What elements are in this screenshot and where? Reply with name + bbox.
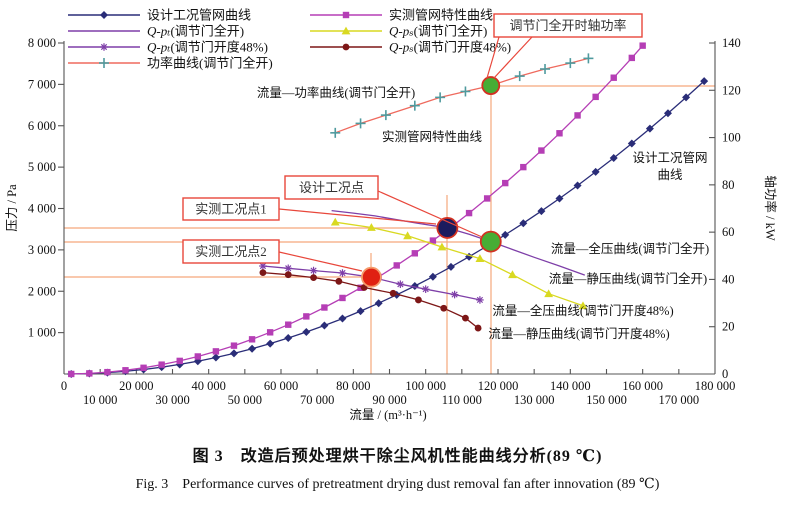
legend-item: 功率曲线(调节门全开) <box>68 56 273 71</box>
legend-item: Q-pₜ(调节门全开) <box>68 24 244 39</box>
y-right-tick-label: 140 <box>722 36 741 50</box>
x-tick-label: 90 000 <box>372 393 406 407</box>
y-left-tick-label: 7 000 <box>28 77 56 91</box>
curve-label: 流量—全压曲线(调节门全开) <box>551 241 709 256</box>
x-tick-label: 10 000 <box>83 393 117 407</box>
y-left-tick-label: 8 000 <box>28 36 56 50</box>
curve-label: 流量—静压曲线(调节门全开) <box>549 271 707 286</box>
x-tick-label: 40 000 <box>191 379 225 393</box>
curve-label: 流量—全压曲线(调节门开度48%) <box>492 303 673 318</box>
x-tick-label: 120 000 <box>478 379 519 393</box>
legend-label: 实测管网特性曲线 <box>389 8 493 23</box>
legend-item: Q-pₜ(调节门开度48%) <box>68 40 268 55</box>
y-right-tick-label: 40 <box>722 272 735 286</box>
legend-item: Q-pₛ(调节门开度48%) <box>310 40 511 55</box>
x-axis-title: 流量 / (m³·h⁻¹) <box>349 408 426 422</box>
performance-chart: 0 20 000 40 000 60 000 80 000 100 000 120 000 1… <box>5 8 778 423</box>
y-right-tick-label: 0 <box>722 367 728 381</box>
legend-label: Q-pₛ(调节门全开) <box>389 24 487 39</box>
operating-point <box>436 217 459 239</box>
x-tick-label: 20 000 <box>119 379 153 393</box>
y-right-tick-label: 100 <box>722 131 741 145</box>
x-tick-label: 80 000 <box>336 379 370 393</box>
legend-item: Q-pₛ(调节门全开) <box>310 24 487 39</box>
curve-label: 曲线 <box>657 168 683 182</box>
callout-label: 实测工况点2 <box>195 244 267 259</box>
callout-box <box>182 239 280 264</box>
y-right-axis-title: 轴功率 / kW <box>763 175 778 240</box>
x-tick-label: 160 000 <box>622 379 663 393</box>
callout-label: 设计工况点 <box>299 180 364 195</box>
y-right-tick-label: 60 <box>722 225 735 239</box>
y-left-tick-label: 1 000 <box>28 326 56 340</box>
callout-box <box>493 13 643 38</box>
y-left-tick-label: 3 000 <box>28 243 56 257</box>
x-tick-label: 0 <box>61 379 67 393</box>
x-tick-label: 30 000 <box>155 393 189 407</box>
series-2 <box>331 209 586 276</box>
operating-point <box>479 230 502 253</box>
callout-label: 实测工况点1 <box>195 202 267 217</box>
curve-label: 实测管网特性曲线 <box>382 129 483 144</box>
y-left-tick-label: 4 000 <box>28 202 56 216</box>
curve-labels: 流量—功率曲线(调节门全开) 实测管网特性曲线设计工况管网曲线流量—全压曲线(调节… <box>257 85 709 341</box>
x-tick-label: 180 000 <box>695 379 736 393</box>
operating-points <box>361 76 502 288</box>
x-tick-label: 100 000 <box>405 379 446 393</box>
legend-item: 设计工况管网曲线 <box>68 8 251 23</box>
legend-label: Q-pₛ(调节门开度48%) <box>389 40 511 55</box>
caption-chinese: 图 3 改造后预处理烘干除尘风机性能曲线分析(89 ℃) <box>192 448 603 465</box>
callout-box <box>182 197 280 221</box>
operating-point <box>361 266 382 288</box>
x-tick-label: 110 000 <box>442 393 482 407</box>
x-tick-label: 70 000 <box>300 393 334 407</box>
curve-label: 流量—静压曲线(调节门开度48%) <box>488 326 669 341</box>
legend-item: 实测管网特性曲线 <box>310 8 493 23</box>
callout-box <box>284 175 379 200</box>
x-tick-label: 170 000 <box>659 393 700 407</box>
x-tick-label: 140 000 <box>550 379 591 393</box>
y-left-tick-label: 6 000 <box>28 119 56 133</box>
series-3 <box>330 217 588 310</box>
x-tick-label: 60 000 <box>264 379 298 393</box>
callout-label: 调节门全开时轴功率 <box>509 18 626 33</box>
y-right-tick-label: 80 <box>722 178 735 192</box>
operating-point <box>481 76 501 95</box>
figure-caption: 图 3 改造后预处理烘干除尘风机性能曲线分析(89 ℃) Fig. 3 Perf… <box>0 442 795 493</box>
legend-label: 设计工况管网曲线 <box>147 8 251 23</box>
x-tick-label: 150 000 <box>586 393 627 407</box>
y-right-tick-label: 20 <box>722 320 735 334</box>
legend-label: 功率曲线(调节门全开) <box>147 56 273 71</box>
legend-label: Q-pₜ(调节门开度48%) <box>147 40 268 55</box>
y-left-tick-label: 5 000 <box>28 160 56 174</box>
x-tick-label: 50 000 <box>228 393 262 407</box>
curve-label: 流量—功率曲线(调节门全开) <box>257 85 415 100</box>
curve-label: 设计工况管网 <box>632 150 707 165</box>
caption-english: Fig. 3 Performance curves of pretreatmen… <box>135 477 660 492</box>
legend-label: Q-pₜ(调节门全开) <box>147 24 244 39</box>
y-left-tick-label: 2 000 <box>28 284 56 298</box>
y-right-tick-label: 120 <box>722 83 741 97</box>
y-left-axis-title: 压力 / Pa <box>5 184 19 232</box>
series-5 <box>259 269 482 332</box>
axes: 0 20 000 40 000 60 000 80 000 100 000 120 000 1… <box>5 36 778 422</box>
x-tick-label: 130 000 <box>514 393 555 407</box>
